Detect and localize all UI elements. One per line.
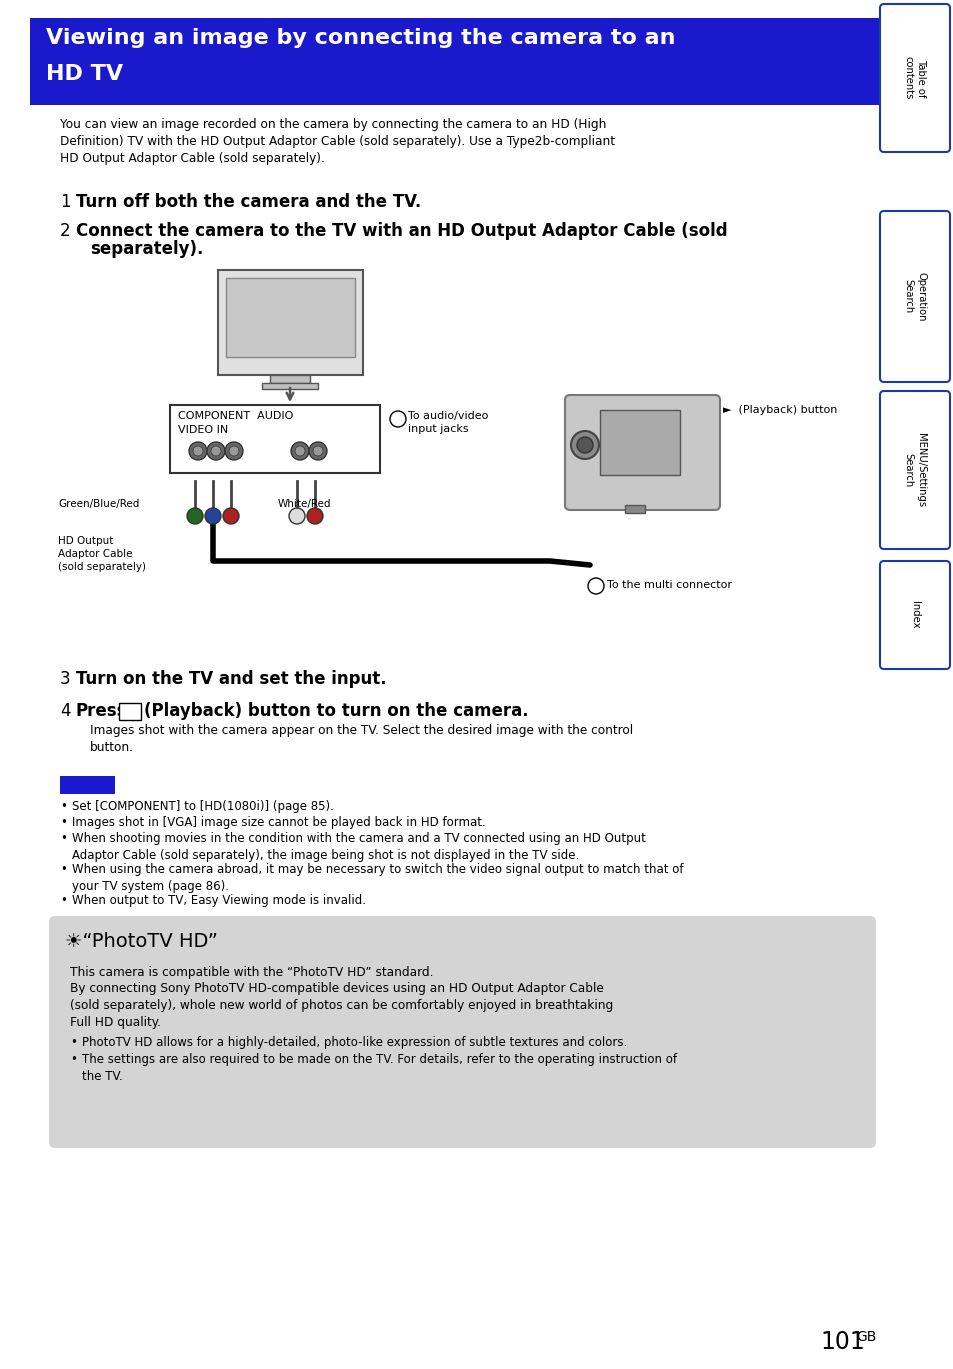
FancyBboxPatch shape <box>879 561 949 669</box>
Text: ►: ► <box>123 705 131 715</box>
Text: •: • <box>60 816 67 830</box>
FancyBboxPatch shape <box>564 396 720 511</box>
Text: When shooting movies in the condition with the camera and a TV connected using a: When shooting movies in the condition wi… <box>71 832 645 862</box>
FancyBboxPatch shape <box>879 211 949 382</box>
Text: Notes: Notes <box>64 778 103 791</box>
Text: MENU/Settings
Search: MENU/Settings Search <box>902 433 925 507</box>
Text: ►  (Playback) button: ► (Playback) button <box>722 405 837 415</box>
Text: 2: 2 <box>592 580 598 590</box>
Text: 101: 101 <box>820 1331 863 1354</box>
Text: Index: Index <box>909 601 919 628</box>
Text: (Playback) button to turn on the camera.: (Playback) button to turn on the camera. <box>144 702 528 720</box>
Text: ☀︎“PhotoTV HD”: ☀︎“PhotoTV HD” <box>65 932 217 951</box>
Text: •: • <box>60 832 67 845</box>
Text: •: • <box>60 862 67 876</box>
FancyBboxPatch shape <box>218 270 363 375</box>
Text: To audio/video
input jacks: To audio/video input jacks <box>408 411 488 434</box>
Text: When using the camera abroad, it may be necessary to switch the video signal out: When using the camera abroad, it may be … <box>71 862 682 893</box>
FancyBboxPatch shape <box>60 776 115 794</box>
Circle shape <box>229 446 239 456</box>
FancyBboxPatch shape <box>30 18 879 105</box>
Text: Set [COMPONENT] to [HD(1080i)] (page 85).: Set [COMPONENT] to [HD(1080i)] (page 85)… <box>71 799 334 813</box>
Circle shape <box>313 446 323 456</box>
Text: Images shot in [VGA] image size cannot be played back in HD format.: Images shot in [VGA] image size cannot b… <box>71 816 485 830</box>
Text: By connecting Sony PhotoTV HD-compatible devices using an HD Output Adaptor Cabl: By connecting Sony PhotoTV HD-compatible… <box>70 982 613 1029</box>
Text: •: • <box>70 1053 77 1066</box>
Circle shape <box>211 446 221 456</box>
Circle shape <box>207 442 225 460</box>
Text: Green/Blue/Red: Green/Blue/Red <box>58 498 139 509</box>
FancyBboxPatch shape <box>879 4 949 152</box>
Text: GB: GB <box>855 1331 876 1344</box>
FancyBboxPatch shape <box>624 505 644 513</box>
Text: VIDEO IN: VIDEO IN <box>178 424 228 435</box>
FancyBboxPatch shape <box>262 383 317 389</box>
Circle shape <box>571 431 598 459</box>
Text: Connect the camera to the TV with an HD Output Adaptor Cable (sold: Connect the camera to the TV with an HD … <box>76 222 727 240</box>
Text: 3: 3 <box>60 669 71 689</box>
Text: separately).: separately). <box>90 240 203 257</box>
Text: Turn on the TV and set the input.: Turn on the TV and set the input. <box>76 669 386 689</box>
FancyBboxPatch shape <box>270 375 310 383</box>
Circle shape <box>205 508 221 524</box>
Circle shape <box>193 446 203 456</box>
Circle shape <box>587 578 603 594</box>
Circle shape <box>189 442 207 460</box>
Text: 1: 1 <box>60 193 71 211</box>
Text: This camera is compatible with the “PhotoTV HD” standard.: This camera is compatible with the “Phot… <box>70 967 433 979</box>
Circle shape <box>307 508 323 524</box>
Circle shape <box>225 442 243 460</box>
FancyBboxPatch shape <box>599 409 679 475</box>
Text: HD TV: HD TV <box>46 64 123 84</box>
Text: Images shot with the camera appear on the TV. Select the desired image with the : Images shot with the camera appear on th… <box>90 724 633 754</box>
FancyBboxPatch shape <box>170 405 379 474</box>
Text: When output to TV, Easy Viewing mode is invalid.: When output to TV, Easy Viewing mode is … <box>71 894 366 908</box>
Text: COMPONENT  AUDIO: COMPONENT AUDIO <box>178 411 294 422</box>
Circle shape <box>577 437 593 453</box>
Text: HD Output
Adaptor Cable
(sold separately): HD Output Adaptor Cable (sold separately… <box>58 537 146 572</box>
Text: 4: 4 <box>60 702 71 720</box>
Text: Press: Press <box>76 702 128 720</box>
Circle shape <box>294 446 305 456</box>
Text: Turn off both the camera and the TV.: Turn off both the camera and the TV. <box>76 193 421 211</box>
Text: Viewing an image by connecting the camera to an: Viewing an image by connecting the camer… <box>46 27 675 48</box>
Text: Operation
Search: Operation Search <box>902 272 925 322</box>
Text: White/Red: White/Red <box>277 498 331 509</box>
Text: Table of
contents: Table of contents <box>902 56 925 100</box>
Text: 1: 1 <box>394 413 399 423</box>
FancyBboxPatch shape <box>49 916 875 1149</box>
FancyBboxPatch shape <box>226 278 355 357</box>
Circle shape <box>390 411 406 427</box>
Circle shape <box>223 508 239 524</box>
Text: 2: 2 <box>60 222 71 240</box>
FancyBboxPatch shape <box>879 392 949 549</box>
Text: To the multi connector: To the multi connector <box>606 580 731 590</box>
Text: You can view an image recorded on the camera by connecting the camera to an HD (: You can view an image recorded on the ca… <box>60 118 615 166</box>
Text: •: • <box>60 894 67 908</box>
Text: •: • <box>70 1036 77 1049</box>
FancyBboxPatch shape <box>119 704 141 720</box>
Circle shape <box>309 442 327 460</box>
Text: The settings are also required to be made on the TV. For details, refer to the o: The settings are also required to be mad… <box>82 1053 677 1083</box>
Circle shape <box>289 508 305 524</box>
Circle shape <box>291 442 309 460</box>
Circle shape <box>187 508 203 524</box>
Text: •: • <box>60 799 67 813</box>
Text: PhotoTV HD allows for a highly-detailed, photo-like expression of subtle texture: PhotoTV HD allows for a highly-detailed,… <box>82 1036 626 1049</box>
